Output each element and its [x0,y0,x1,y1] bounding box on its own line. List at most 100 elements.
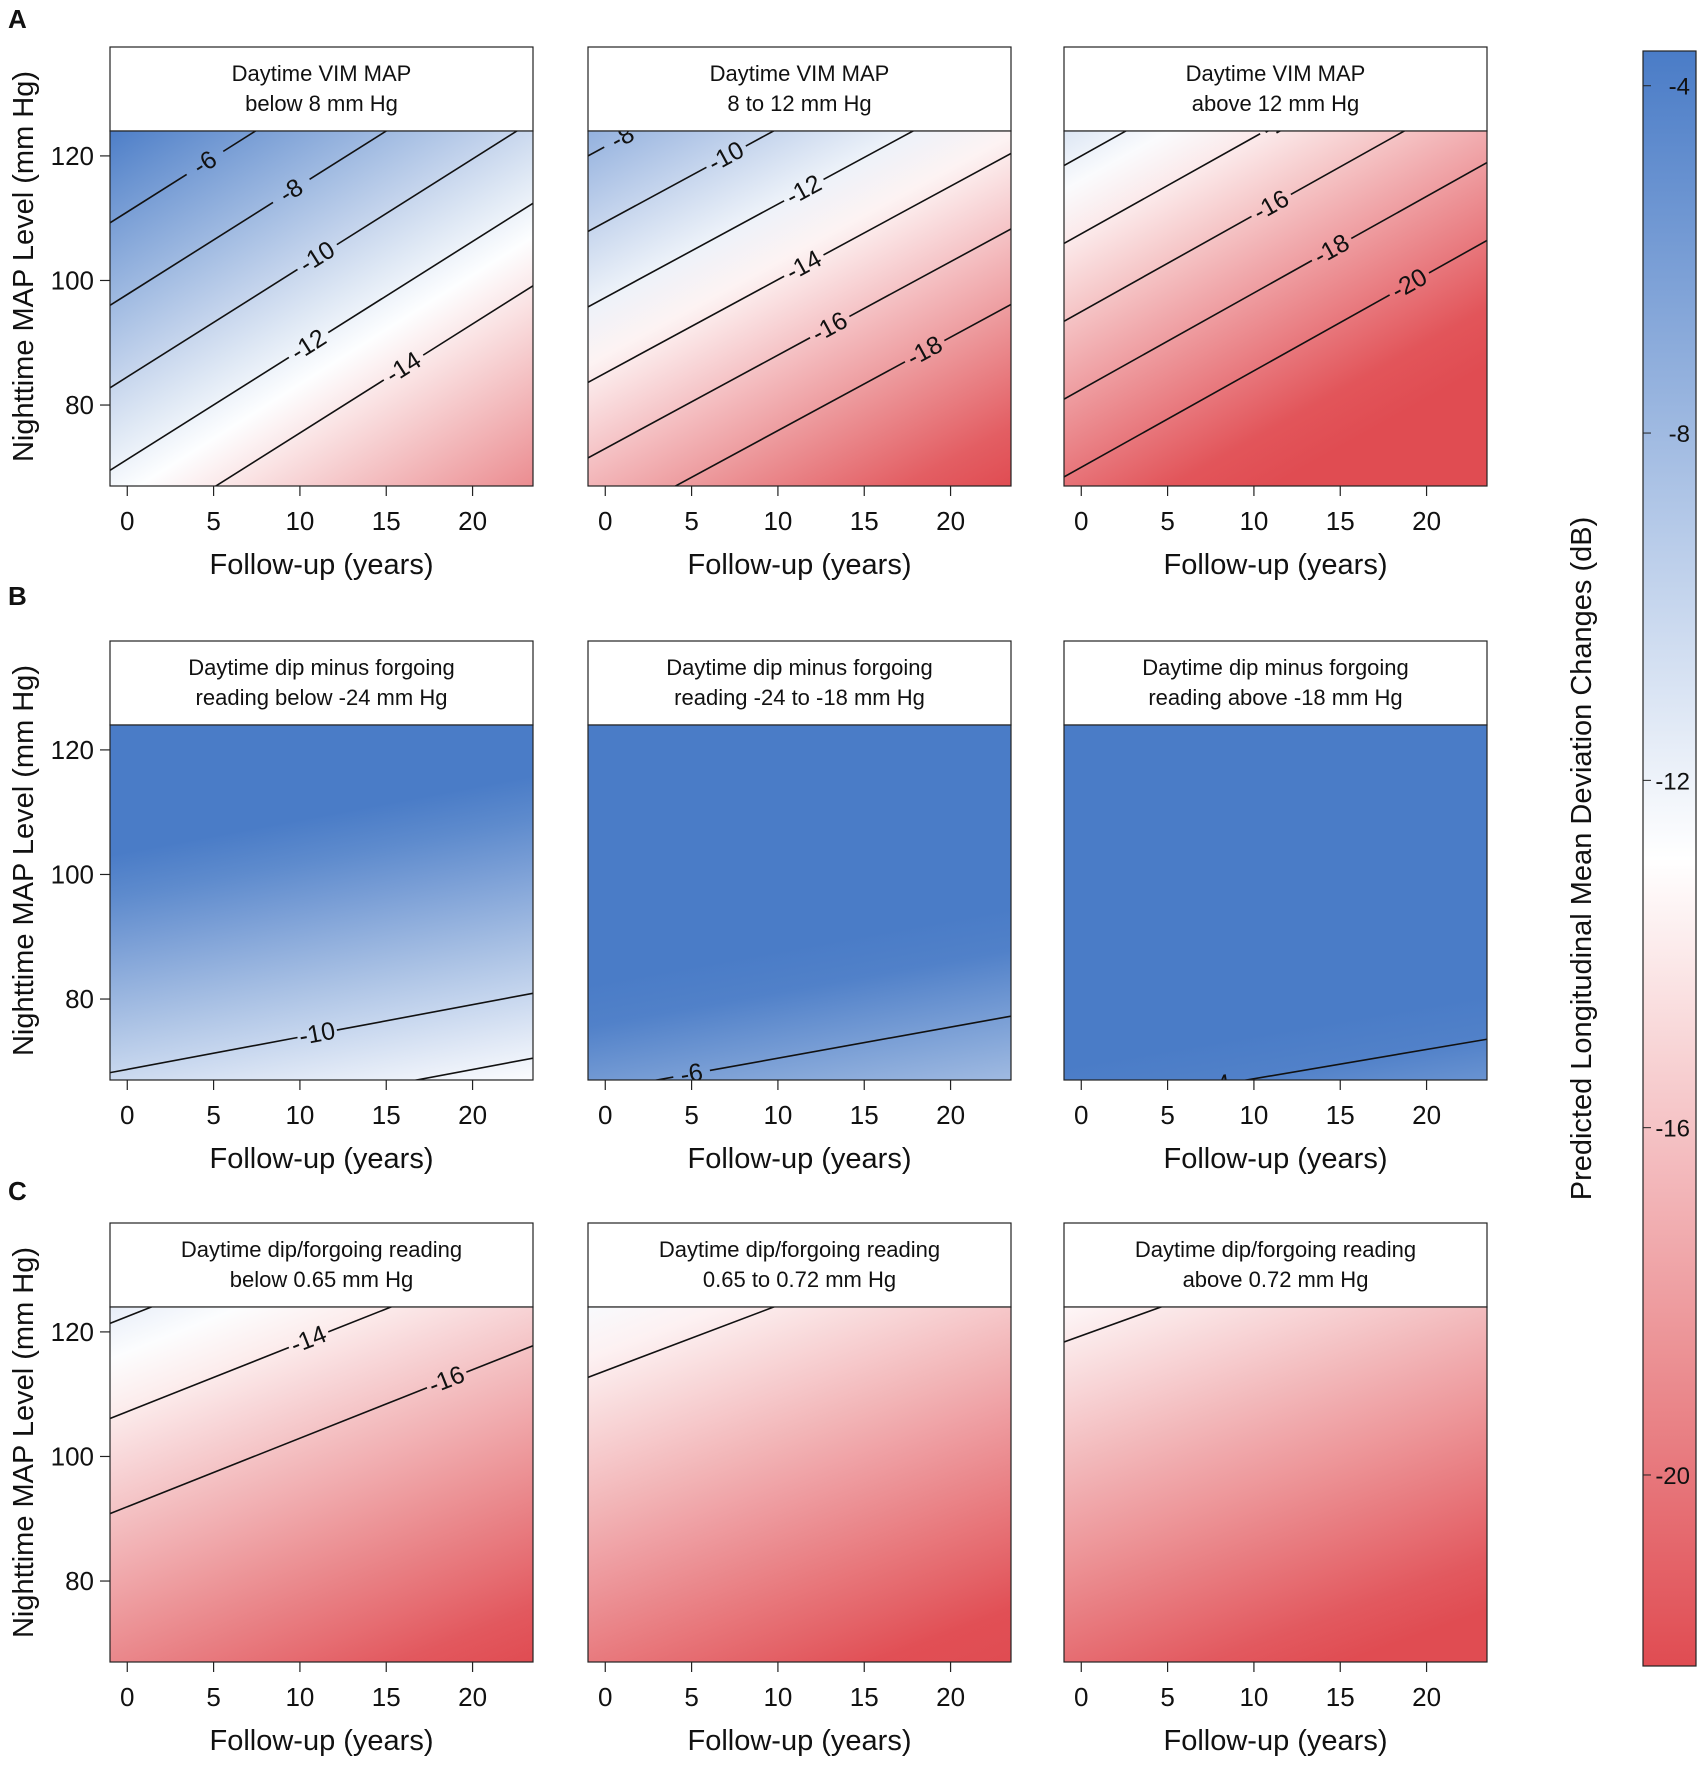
contour-line [673,361,906,486]
panel-heatmap [588,725,1011,1080]
colorbar-tick-label: -20 [1655,1463,1690,1490]
x-tick-label: 5 [206,1100,220,1130]
x-tick-label: 5 [684,1682,698,1712]
contour-lines: -4-6-8-10-12-14 [1206,1038,1487,1226]
contour-label: -4 [1206,1069,1233,1100]
contour-line [823,152,1011,256]
panel-strip [587,46,1012,132]
panel-frame [1063,130,1488,487]
panel-title-line: Daytime VIM MAP [1186,61,1366,86]
panel-strip [109,1222,534,1308]
x-tick-label: 10 [1239,1100,1268,1130]
y-tick-label: 100 [51,1441,94,1471]
panel-strip [587,640,1012,726]
panel-heatmap [588,1307,1011,1662]
x-axis-label: Follow-up (years) [1164,1725,1388,1757]
panel-strip [109,46,534,132]
panel-title-line: below 0.65 mm Hg [230,1267,413,1292]
y-axis-label: Nighttime MAP Level (mm Hg) [8,665,40,1056]
panel-heatmap [588,131,1011,486]
contour-lines: -10-12-14-16-18 [110,992,533,1080]
contour-line [823,131,915,181]
x-tick-label: 20 [458,1100,487,1130]
contour-line [588,146,605,157]
contour-line [588,337,811,459]
panel-frame [109,1306,534,1663]
x-tick-label: 15 [1326,1682,1355,1712]
x-tick-label: 10 [285,1682,314,1712]
contour-line [1064,131,1128,167]
panel-strip [109,640,534,726]
panel-title-line: above 12 mm Hg [1192,91,1360,116]
y-tick-label: 80 [65,1566,94,1596]
panel-b-2: Daytime dip minus forgoing reading -24 to… [587,640,1012,1175]
contour-line [943,303,1011,342]
contour-line [1064,294,1391,478]
panel-heatmap [110,131,533,486]
x-tick-label: 15 [1326,1100,1355,1130]
panel-title-line: Daytime dip minus forgoing [188,655,455,680]
panel-b-1: Daytime dip minus forgoing reading below … [8,640,534,1175]
contour-line [110,201,274,307]
contour-line [336,131,519,246]
x-tick-label: 10 [1239,506,1268,536]
x-tick-label: 0 [120,1100,134,1130]
x-tick-label: 5 [684,1100,698,1130]
panel-frame [1063,724,1488,1081]
x-tick-label: 20 [458,506,487,536]
panel-frame [109,724,534,1081]
panel-frame [1063,1306,1488,1663]
x-tick-label: 0 [598,1100,612,1130]
x-axis-label: Follow-up (years) [210,1143,434,1175]
contour-line [1006,1079,1011,1080]
x-tick-label: 0 [1074,1682,1088,1712]
x-tick-label: 10 [763,1682,792,1712]
contour-line [1064,215,1252,322]
x-tick-label: 0 [598,506,612,536]
colorbar: -4 -8 -12 -16 -20 Predicted Longitudinal Mean… [1566,50,1697,1667]
contour-line [1241,1038,1487,1080]
x-tick-label: 0 [598,1682,612,1712]
x-tick-label: 15 [372,1682,401,1712]
panel-title-line: Daytime dip/forgoing reading [659,1237,940,1262]
x-tick-label: 5 [1160,1100,1174,1130]
x-tick-label: 10 [1239,1682,1268,1712]
colorbar-tick-label: -16 [1655,1116,1690,1143]
panel-b-3: Daytime dip minus forgoing reading above … [1063,640,1488,1226]
panel-c-3: Daytime dip/forgoing reading above 0.72 m… [1063,1222,1488,1757]
contour-line [588,166,707,233]
contour-line [1064,133,1261,245]
x-axis-label: Follow-up (years) [688,549,912,581]
panel-title-line: reading below -24 mm Hg [196,685,448,710]
contour-label: -10 [297,1017,338,1051]
contour-line [336,992,533,1031]
contour-line [110,268,298,389]
panel-title-line: above 0.72 mm Hg [1183,1267,1369,1292]
x-tick-label: 20 [936,1100,965,1130]
contour-line [1350,161,1487,240]
panel-title-line: Daytime dip/forgoing reading [1135,1237,1416,1262]
x-tick-label: 20 [1412,1682,1441,1712]
x-tick-label: 0 [120,506,134,536]
panel-title-line: Daytime dip minus forgoing [1142,655,1409,680]
colorbar-tick-label: -12 [1655,768,1690,795]
panel-heatmap [1064,725,1487,1080]
y-tick-label: 80 [65,390,94,420]
x-tick-label: 15 [850,506,879,536]
x-tick-label: 20 [1412,506,1441,536]
x-axis-label: Follow-up (years) [1164,1143,1388,1175]
contour-line [110,1036,298,1074]
panel-title-line: 0.65 to 0.72 mm Hg [703,1267,896,1292]
colorbar-label: Predicted Longitudinal Mean Deviation Ch… [1566,517,1598,1201]
contour-label: -8 [1258,1195,1285,1226]
x-tick-label: 20 [936,1682,965,1712]
contour-line [110,1346,290,1420]
contour-line [422,285,533,356]
contour-label: -12 [773,1181,817,1220]
panel-title-line: reading -24 to -18 mm Hg [674,685,925,710]
contour-lines: -8-10-12-14 [588,1181,817,1379]
panel-heatmap [110,725,533,1080]
row-label-c: C [8,1176,27,1206]
contour-line [709,1015,1011,1072]
